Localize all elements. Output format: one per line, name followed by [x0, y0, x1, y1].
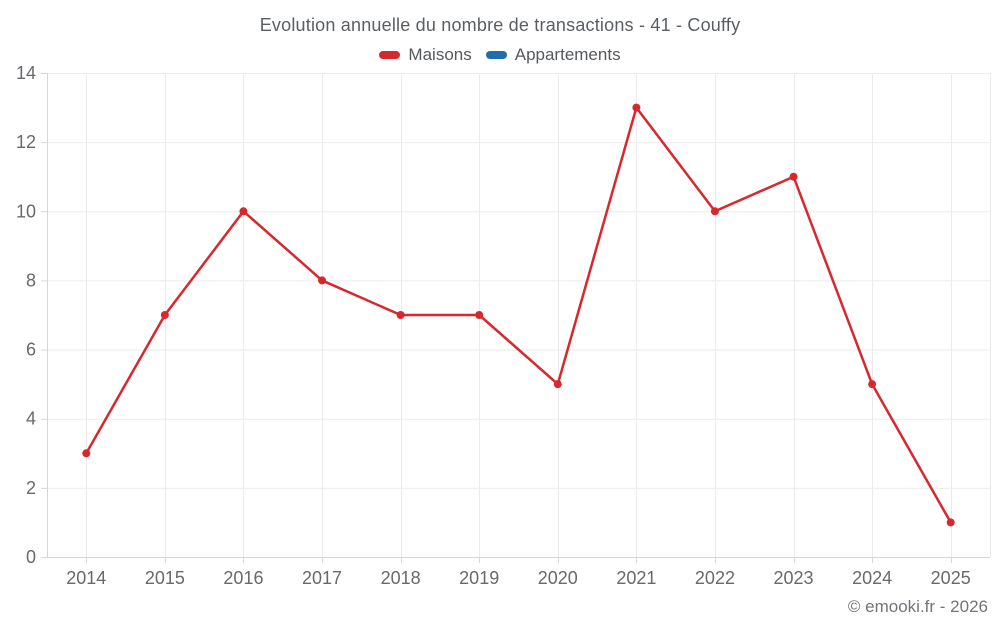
y-tick-label: 4 — [26, 409, 36, 429]
data-point — [475, 311, 484, 319]
x-tick-label: 2023 — [774, 568, 814, 588]
data-point — [396, 311, 405, 319]
x-tick-label: 2025 — [931, 568, 971, 588]
series-line-maisons — [85, 106, 952, 524]
data-point — [82, 449, 91, 458]
data-point — [318, 276, 327, 285]
data-point — [632, 103, 641, 112]
appartements-color-swatch-icon — [485, 51, 507, 59]
legend-item-appartements[interactable]: Appartements — [485, 45, 621, 65]
x-tick-label: 2021 — [616, 568, 656, 588]
y-tick-label: 8 — [26, 270, 36, 290]
x-tick-label: 2014 — [66, 568, 106, 588]
copyright: © emooki.fr - 2026 — [847, 597, 988, 616]
chart-title: Evolution annuelle du nombre de transact… — [259, 15, 741, 35]
x-tick-label: 2016 — [223, 568, 263, 588]
y-tick-label: 10 — [16, 201, 36, 221]
data-point — [789, 172, 798, 181]
data-point — [710, 207, 719, 216]
y-tick-label: 2 — [26, 478, 36, 498]
y-tick-label: 12 — [16, 132, 36, 152]
legend-item-maisons[interactable]: Maisons — [379, 45, 472, 65]
data-point — [553, 380, 562, 389]
data-point — [868, 380, 877, 389]
x-tick-label: 2018 — [381, 568, 421, 588]
legend-label-maisons: Maisons — [408, 45, 472, 64]
x-tick-label: 2024 — [852, 568, 892, 588]
x-tick-label: 2017 — [302, 568, 342, 588]
y-tick-label: 6 — [26, 340, 36, 360]
x-tick-label: 2015 — [145, 568, 185, 588]
x-tick-label: 2022 — [695, 568, 735, 588]
maisons-color-swatch-icon — [379, 51, 401, 59]
legend-label-appartements: Appartements — [514, 45, 621, 64]
y-tick-label: 14 — [16, 63, 36, 83]
x-tick-label: 2019 — [459, 568, 499, 588]
data-point — [946, 518, 955, 527]
data-point — [160, 311, 169, 319]
y-tick-label: 0 — [26, 547, 36, 567]
chart-legend: Maisons Appartements — [0, 45, 1000, 65]
x-tick-label: 2020 — [538, 568, 578, 588]
data-point — [239, 207, 248, 216]
